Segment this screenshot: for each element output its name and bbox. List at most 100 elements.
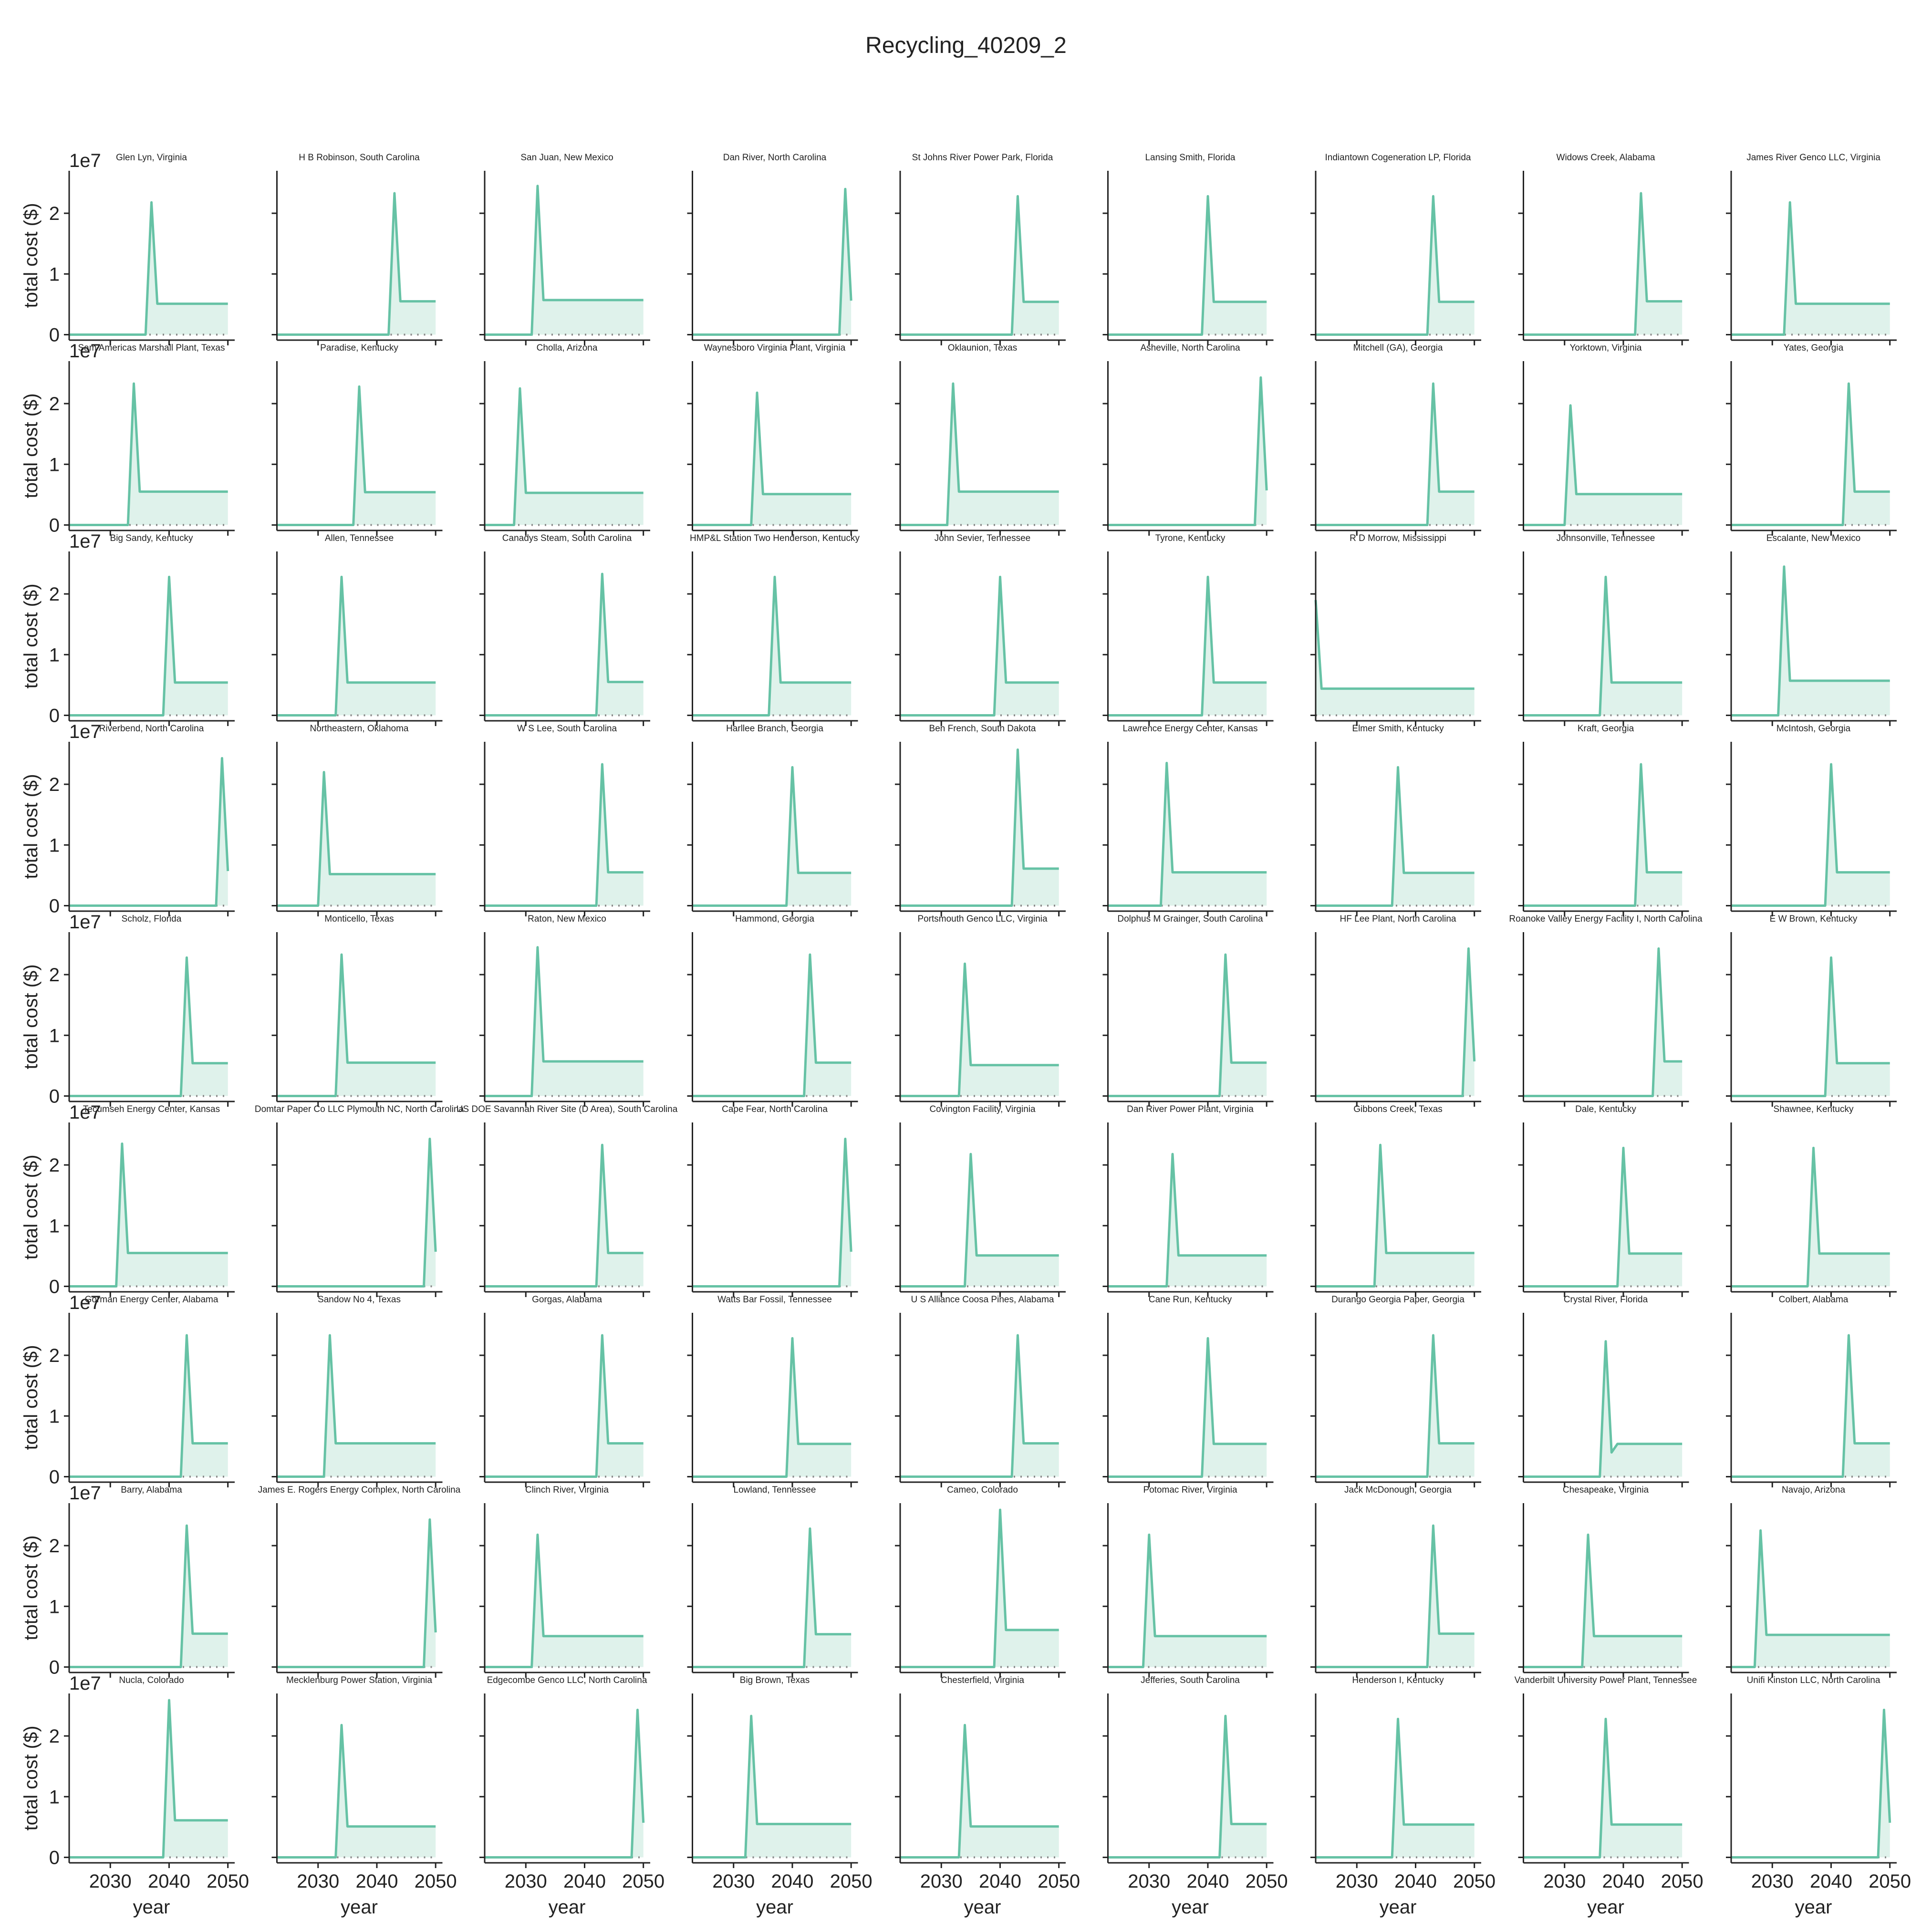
y-axis-label: total cost ($) bbox=[21, 1535, 42, 1640]
panel: HF Lee Plant, North Carolina bbox=[1310, 914, 1481, 1107]
panel-title: San Juan, New Mexico bbox=[520, 153, 613, 163]
panel-title: Elmer Smith, Kentucky bbox=[1352, 724, 1444, 734]
panel-title: Chesterfield, Virginia bbox=[941, 1675, 1024, 1685]
cost-area bbox=[1731, 1710, 1890, 1858]
x-axis-label: year bbox=[1380, 1897, 1417, 1918]
cost-line bbox=[1523, 1146, 1683, 1288]
x-axis-label: year bbox=[1172, 1897, 1209, 1918]
y-tick-label: 2 bbox=[49, 774, 60, 795]
cost-line bbox=[1731, 956, 1890, 1097]
panel: Henderson I, Kentucky 2030 2040 2050 year bbox=[1310, 1675, 1496, 1918]
figure-title: Recycling_40209_2 bbox=[865, 33, 1067, 58]
x-tick-label: 2050 bbox=[415, 1871, 457, 1892]
cost-area bbox=[277, 577, 436, 716]
panel: R D Morrow, Mississippi bbox=[1310, 533, 1481, 726]
cost-line bbox=[277, 385, 436, 526]
panel: Covington Facility, Virginia bbox=[895, 1104, 1066, 1297]
panel-title: HMP&L Station Two Henderson, Kentucky bbox=[690, 533, 860, 543]
cost-line bbox=[277, 1334, 436, 1478]
panel-title: Yates, Georgia bbox=[1784, 343, 1844, 353]
panel-title: Edgecombe Genco LLC, North Carolina bbox=[487, 1675, 647, 1685]
cost-line bbox=[1108, 953, 1267, 1097]
cost-line bbox=[69, 1143, 228, 1288]
cost-line bbox=[1731, 1146, 1890, 1288]
panel: Sandow No 4, Texas bbox=[271, 1295, 443, 1487]
cost-area bbox=[900, 1335, 1059, 1477]
cost-area bbox=[1523, 764, 1683, 906]
panel: McIntosh, Georgia bbox=[1726, 724, 1897, 916]
cost-line bbox=[1108, 376, 1268, 526]
cost-area bbox=[1523, 948, 1683, 1096]
panel: HMP&L Station Two Henderson, Kentucky bbox=[687, 533, 860, 726]
panel: E W Brown, Kentucky bbox=[1726, 914, 1897, 1107]
cost-line bbox=[485, 1334, 644, 1478]
x-tick-label: 2040 bbox=[1394, 1871, 1437, 1892]
panel: James E. Rogers Energy Complex, North Ca… bbox=[258, 1485, 461, 1678]
cost-line bbox=[900, 748, 1059, 907]
panel-title: Kraft, Georgia bbox=[1578, 724, 1634, 734]
cost-line bbox=[1316, 766, 1475, 907]
panel-title: Gorman Energy Center, Alabama bbox=[85, 1295, 218, 1305]
cost-area bbox=[1108, 955, 1267, 1096]
cost-area bbox=[485, 574, 644, 716]
cost-line bbox=[1731, 1334, 1890, 1478]
panel-title: Asheville, North Carolina bbox=[1140, 343, 1240, 353]
cost-area bbox=[69, 957, 228, 1096]
panel: Mecklenburg Power Station, Virginia 2030 2… bbox=[271, 1675, 457, 1918]
y-tick-label: 2 bbox=[49, 1345, 60, 1366]
y-tick-label: 2 bbox=[49, 1155, 60, 1176]
cost-area bbox=[1316, 1145, 1475, 1287]
y-tick-label: 0 bbox=[49, 1657, 60, 1678]
cost-line bbox=[69, 382, 228, 526]
cost-line bbox=[692, 953, 852, 1097]
panel-title: Nucla, Colorado bbox=[119, 1675, 184, 1685]
cost-line bbox=[1731, 565, 1890, 717]
y-tick-label: 1 bbox=[49, 644, 60, 665]
y-tick-label: 2 bbox=[49, 1536, 60, 1557]
y-tick-label: 2 bbox=[49, 203, 60, 224]
cost-area bbox=[1108, 1338, 1267, 1477]
cost-line bbox=[1731, 201, 1890, 336]
panel-title: Widows Creek, Alabama bbox=[1557, 153, 1655, 163]
y-axis-label: total cost ($) bbox=[21, 583, 42, 688]
y-tick-label: 0 bbox=[49, 1086, 60, 1107]
panel-title: Big Brown, Texas bbox=[740, 1675, 810, 1685]
panel-title: John Sevier, Tennessee bbox=[935, 533, 1030, 543]
panel: Navajo, Arizona bbox=[1726, 1485, 1897, 1678]
panel: Northeastern, Oklahoma bbox=[271, 724, 443, 916]
cost-area bbox=[1731, 384, 1890, 525]
cost-area bbox=[485, 947, 644, 1096]
cost-line bbox=[69, 1334, 228, 1478]
cost-area bbox=[1108, 196, 1267, 335]
cost-area bbox=[69, 1700, 228, 1858]
cost-area bbox=[1523, 405, 1683, 525]
cost-area bbox=[485, 1335, 644, 1477]
panel-title: Gorgas, Alabama bbox=[532, 1295, 602, 1305]
cost-area bbox=[277, 955, 436, 1096]
panel: Chesterfield, Virginia 2030 2040 2050 year bbox=[895, 1675, 1080, 1918]
cost-line bbox=[1316, 1717, 1475, 1859]
cost-area bbox=[1731, 1530, 1890, 1667]
panel: Gibbons Creek, Texas bbox=[1310, 1104, 1481, 1297]
panel-title: HF Lee Plant, North Carolina bbox=[1340, 914, 1456, 924]
panel-title: U S Alliance Coosa Pines, Alabama bbox=[911, 1295, 1054, 1305]
panel: Barry, Alabama 0 1 2 1e7 total cost ($) bbox=[21, 1483, 235, 1678]
y-tick-label: 1 bbox=[49, 1215, 60, 1236]
cost-line bbox=[485, 185, 644, 336]
panel-title: Yorktown, Virginia bbox=[1569, 343, 1641, 353]
cost-line bbox=[1316, 1334, 1475, 1478]
panel: Paradise, Kentucky bbox=[271, 343, 443, 536]
cost-area bbox=[485, 388, 644, 525]
panel: Gorgas, Alabama bbox=[479, 1295, 650, 1487]
panel: Big Sandy, Kentucky 0 1 2 1e7 total cost ($) bbox=[21, 531, 235, 727]
y-offset-label: 1e7 bbox=[69, 341, 101, 362]
panel-title: Johnsonville, Tennessee bbox=[1557, 533, 1655, 543]
y-tick-label: 0 bbox=[49, 706, 60, 727]
cost-area bbox=[1523, 1148, 1683, 1287]
panel-title: Sam Americas Marshall Plant, Texas bbox=[78, 343, 225, 353]
x-tick-label: 2030 bbox=[712, 1871, 755, 1892]
panel: Lawrence Energy Center, Kansas bbox=[1102, 724, 1274, 916]
panel-title: US DOE Savannah River Site (D Area), Sou… bbox=[457, 1104, 678, 1114]
cost-line bbox=[1731, 1708, 1891, 1859]
panel: Yorktown, Virginia bbox=[1518, 343, 1689, 536]
